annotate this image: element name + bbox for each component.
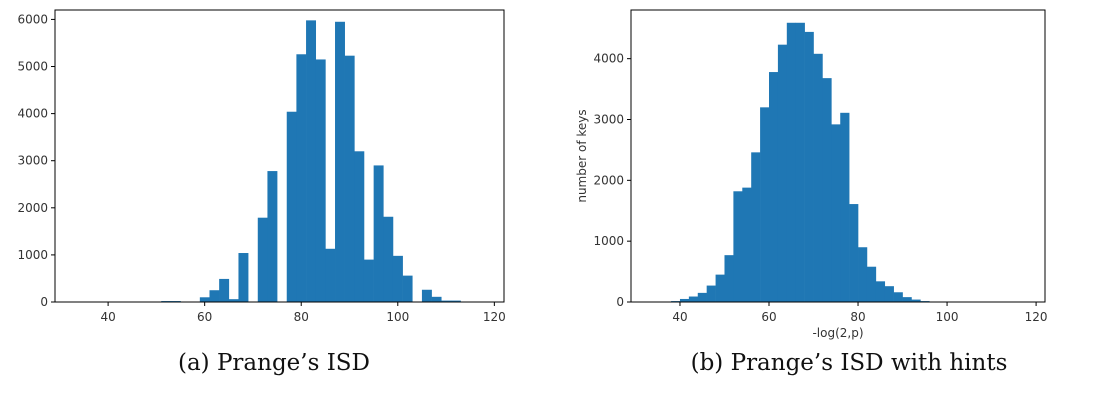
bar-b-10 (760, 107, 770, 302)
x-tick-label-b-3: 100 (936, 310, 959, 324)
bar-a-22 (421, 289, 432, 302)
bar-b-24 (884, 286, 894, 302)
y-tick-label-a-3: 3000 (17, 154, 48, 168)
bar-b-5 (715, 274, 725, 302)
bar-a-4 (219, 278, 230, 302)
y-tick-label-a-1: 1000 (17, 248, 48, 262)
bar-a-12 (315, 59, 326, 302)
bar-b-18 (831, 124, 841, 302)
bar-a-6 (238, 253, 249, 302)
bar-b-22 (866, 266, 877, 302)
y-tick-label-b-4: 4000 (593, 52, 624, 66)
x-ticks-b: 40 60 80 100 120 (672, 302, 1048, 324)
bar-a-7 (257, 217, 268, 302)
x-tick-label-a-2: 80 (294, 310, 309, 324)
plot-frame-b (630, 9, 1046, 303)
bar-b-11 (769, 72, 779, 302)
y-tick-label-a-4: 4000 (17, 107, 48, 121)
y-tick-label-a-5: 5000 (17, 60, 48, 74)
bar-b-25 (893, 292, 903, 302)
y-tick-label-b-3: 3000 (593, 113, 624, 127)
x-tick-label-a-0: 40 (100, 310, 115, 324)
bar-b-3 (697, 292, 707, 302)
plot-frame-a (54, 9, 505, 303)
x-ticks-a: 40 60 80 100 120 (100, 302, 506, 324)
caption-a: (a) Prange’s ISD (178, 350, 370, 376)
bar-b-2 (688, 296, 699, 302)
bar-a-21 (402, 275, 413, 302)
caption-b: (b) Prange’s ISD with hints (691, 350, 1008, 376)
bar-b-6 (724, 255, 734, 302)
bar-b-8 (742, 187, 752, 302)
bar-a-9 (286, 111, 297, 302)
bar-b-14 (795, 22, 805, 303)
bar-a-25 (450, 300, 461, 302)
x-tick-label-b-4: 120 (1025, 310, 1048, 324)
bar-a-3 (209, 290, 220, 302)
bar-b-15 (804, 31, 814, 303)
bar-b-9 (751, 152, 761, 302)
y-ticks-b: 0 1000 2000 3000 4000 (593, 52, 631, 309)
histogram-panel-b: 40 60 80 100 120 0 1000 2000 3000 4000 -log(2,p)… (575, 9, 1048, 376)
x-tick-label-b-1: 60 (761, 310, 776, 324)
bar-b-20 (849, 204, 859, 302)
bar-b-1 (679, 298, 690, 302)
bar-a-24 (441, 300, 452, 302)
y-tick-label-b-0: 0 (616, 295, 624, 309)
bars-a (161, 20, 461, 303)
bar-b-16 (813, 53, 823, 302)
x-tick-label-a-1: 60 (197, 310, 212, 324)
bar-a-10 (296, 54, 307, 303)
bar-b-4 (706, 285, 716, 302)
bar-a-18 (373, 165, 384, 302)
y-ticks-a: 0 1000 2000 3000 4000 5000 6000 (17, 12, 55, 309)
x-tick-label-b-2: 80 (850, 310, 865, 324)
bar-a-2 (199, 297, 210, 302)
bar-a-19 (383, 216, 394, 302)
bar-a-5 (228, 299, 239, 302)
bar-a-13 (325, 248, 336, 302)
bar-a-15 (344, 55, 355, 303)
bar-a-16 (354, 151, 365, 302)
histogram-panel-a: 40 60 80 100 120 0 1000 2000 3000 4000 5000 6000 (… (17, 9, 506, 376)
y-tick-label-a-2: 2000 (17, 201, 48, 215)
y-tick-label-a-6: 6000 (17, 12, 48, 26)
bar-b-21 (858, 247, 868, 302)
bar-a-17 (363, 259, 374, 302)
bar-a-14 (335, 21, 345, 302)
bar-b-23 (875, 281, 886, 302)
y-tick-label-a-0: 0 (40, 295, 48, 309)
bar-b-27 (911, 299, 921, 302)
bar-a-20 (392, 255, 403, 302)
y-axis-label-b: number of keys (575, 109, 589, 202)
bar-b-12 (777, 44, 788, 303)
y-tick-label-b-1: 1000 (593, 234, 624, 248)
bars-b (671, 22, 930, 303)
bar-b-19 (840, 112, 850, 302)
x-tick-label-b-0: 40 (672, 310, 687, 324)
bar-b-17 (822, 78, 832, 302)
bar-b-26 (902, 297, 912, 302)
x-tick-label-a-3: 100 (386, 310, 409, 324)
bar-a-8 (267, 171, 278, 302)
bar-b-7 (733, 191, 743, 302)
x-axis-label-b: -log(2,p) (812, 326, 863, 340)
x-tick-label-a-4: 120 (483, 310, 506, 324)
bar-b-13 (786, 22, 797, 303)
y-tick-label-b-2: 2000 (593, 173, 624, 187)
bar-a-11 (306, 20, 317, 302)
bar-a-23 (431, 296, 442, 302)
